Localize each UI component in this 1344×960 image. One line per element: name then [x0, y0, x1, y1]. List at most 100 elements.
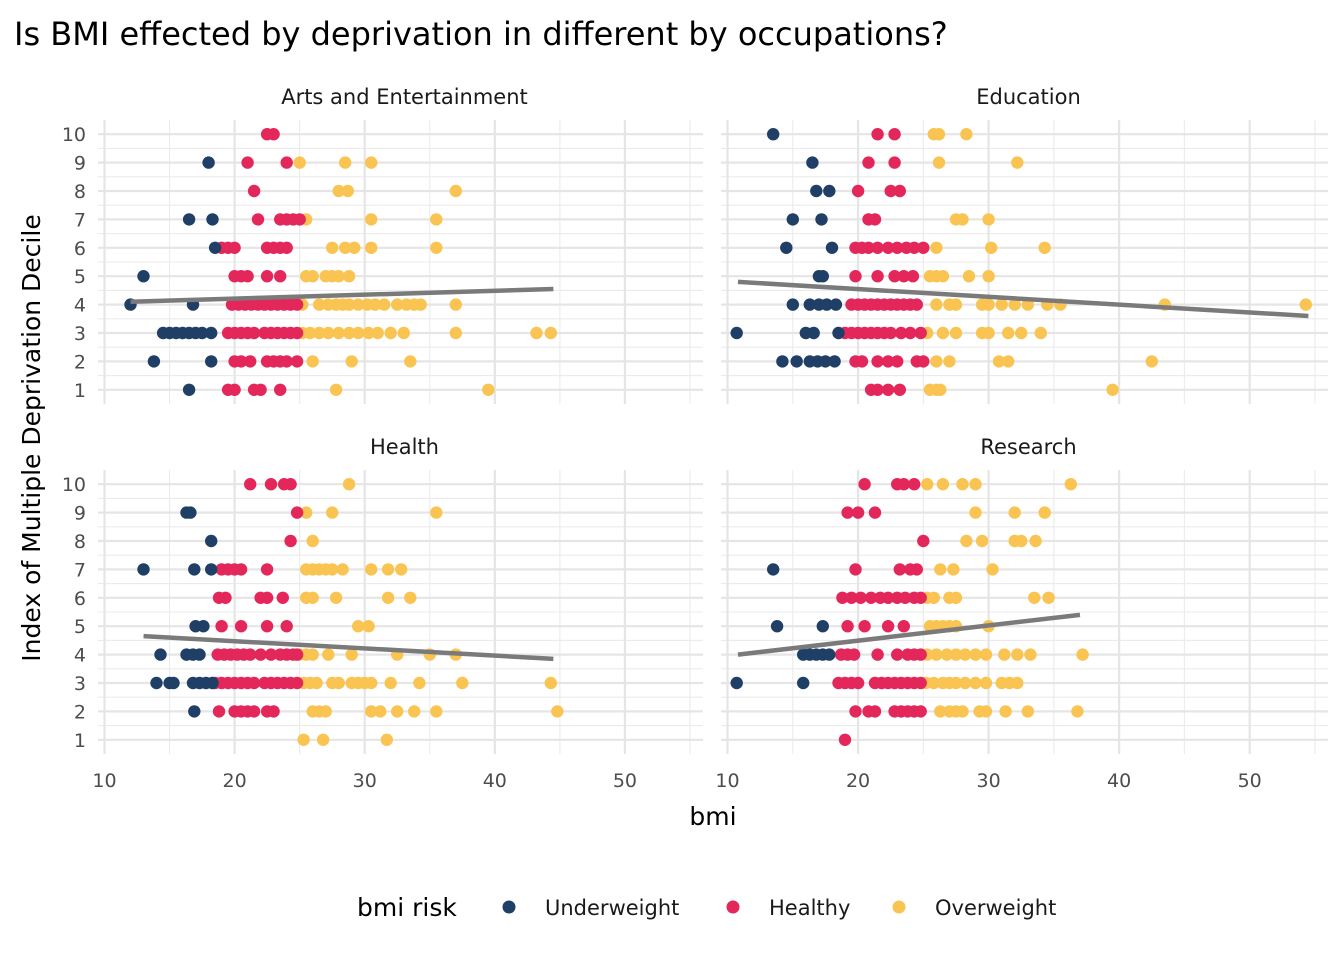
point-overweight: [384, 676, 397, 690]
point-underweight: [205, 355, 218, 368]
point-healthy: [908, 241, 921, 254]
point-underweight: [790, 355, 803, 368]
point-healthy: [881, 383, 895, 396]
point-overweight: [329, 591, 343, 604]
panel-arts-and-entertainment: Arts and Entertainment 1 2 3 4 5 6 7 8 9 10: [62, 85, 703, 404]
point-overweight: [1015, 326, 1028, 340]
point-overweight: [934, 383, 947, 396]
point-overweight: [949, 326, 963, 340]
point-healthy: [881, 241, 895, 254]
point-overweight: [342, 298, 356, 311]
point-healthy: [841, 506, 854, 519]
point-healthy: [910, 298, 923, 311]
point-underweight: [205, 563, 218, 576]
point-overweight: [947, 563, 960, 576]
point-healthy: [871, 648, 884, 661]
point-overweight: [371, 326, 384, 340]
point-healthy: [241, 270, 254, 283]
point-underweight: [182, 383, 196, 396]
point-healthy: [847, 648, 861, 661]
y-tick-label: 1: [74, 380, 86, 402]
point-overweight: [1106, 383, 1119, 396]
legend-title: bmi risk: [357, 893, 457, 922]
point-healthy: [914, 648, 927, 661]
panel-arts-and-entertainment-points: [124, 128, 557, 396]
point-healthy: [841, 620, 854, 633]
point-overweight: [391, 298, 404, 311]
point-healthy: [851, 184, 865, 198]
point-underweight: [206, 213, 219, 226]
point-overweight: [1038, 506, 1051, 519]
point-healthy: [888, 156, 901, 169]
point-healthy: [244, 355, 257, 368]
point-healthy: [858, 620, 871, 633]
point-overweight: [362, 326, 375, 340]
point-overweight: [1021, 705, 1034, 718]
point-overweight: [1024, 648, 1037, 661]
point-overweight: [332, 326, 345, 340]
point-overweight: [339, 156, 352, 169]
point-overweight: [310, 676, 323, 690]
panel-education-points: [730, 128, 1313, 396]
y-tick-label: 3: [74, 673, 86, 695]
point-overweight: [352, 326, 365, 340]
point-overweight: [1145, 355, 1159, 368]
point-healthy: [897, 270, 910, 283]
panel-arts-and-entertainment-strip-label: Arts and Entertainment: [281, 85, 528, 109]
point-healthy: [280, 156, 293, 169]
point-healthy: [871, 128, 884, 141]
point-overweight: [956, 705, 969, 718]
point-overweight: [1011, 676, 1024, 690]
x-tick-label: 40: [1107, 770, 1131, 792]
point-healthy: [215, 620, 228, 633]
point-healthy: [914, 705, 927, 718]
point-overweight: [332, 270, 345, 283]
point-healthy: [871, 355, 884, 368]
point-overweight: [979, 705, 993, 718]
point-overweight: [1011, 648, 1024, 661]
point-healthy: [849, 270, 862, 283]
point-healthy: [893, 563, 906, 576]
x-tick-label: 10: [715, 770, 739, 792]
point-overweight: [1015, 534, 1028, 548]
point-overweight: [1034, 326, 1048, 340]
panel-health-points: [137, 478, 564, 746]
point-overweight: [326, 563, 339, 576]
point-overweight: [975, 534, 989, 548]
point-overweight: [1028, 591, 1041, 604]
point-underweight: [184, 506, 197, 519]
point-underweight: [202, 156, 215, 169]
point-overweight: [319, 705, 332, 718]
point-healthy: [849, 563, 862, 576]
point-overweight: [949, 298, 963, 311]
point-overweight: [930, 648, 943, 661]
legend-item-healthy: Healthy: [726, 896, 850, 920]
point-overweight: [449, 326, 462, 340]
point-healthy: [260, 591, 274, 604]
point-healthy: [284, 534, 297, 548]
point-overweight: [999, 705, 1012, 718]
point-overweight: [306, 355, 319, 368]
point-healthy: [274, 270, 287, 283]
point-overweight: [342, 270, 356, 283]
panel-education-trend-line: [737, 279, 1309, 319]
point-healthy: [836, 591, 849, 604]
y-tick-label: 7: [74, 209, 86, 231]
point-overweight: [982, 270, 995, 283]
point-healthy: [894, 326, 908, 340]
y-tick-label: 5: [74, 266, 86, 288]
point-underweight: [193, 648, 206, 661]
point-overweight: [326, 241, 339, 254]
legend-key-healthy: [726, 900, 740, 914]
point-overweight: [306, 534, 319, 548]
x-tick-label: 10: [92, 770, 116, 792]
y-tick-label: 8: [74, 181, 86, 203]
point-underweight: [832, 326, 845, 340]
point-healthy: [274, 383, 287, 396]
point-healthy: [858, 478, 871, 491]
point-overweight: [482, 383, 495, 396]
point-underweight: [797, 676, 810, 690]
point-healthy: [864, 591, 878, 604]
point-healthy: [910, 563, 923, 576]
